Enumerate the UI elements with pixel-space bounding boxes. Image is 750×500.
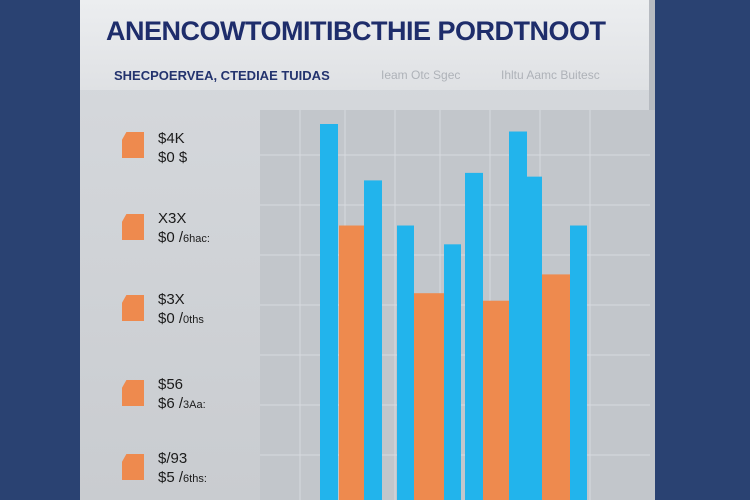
bar-s2-0 [397, 225, 414, 500]
legend-value: $6 / [158, 395, 184, 412]
legend-value: $0 $ [158, 149, 188, 166]
legend-label-bottom: $0 $ [158, 149, 187, 166]
legend-suffix: 3Aa: [183, 399, 206, 411]
subtitle-hint-1: Ieam Otc Sgec [381, 68, 461, 82]
legend-label-top: $/93 [158, 450, 188, 467]
legend-tag-icon [122, 214, 144, 240]
panel-header-band [80, 0, 655, 90]
bar-s2-1 [444, 244, 461, 500]
legend-label-bottom: $6 /3Aa: [158, 395, 206, 412]
legend: $4K $0 $ X3X $0 /6hac: $3X $0 /0ths $56 … [80, 0, 260, 500]
legend-value: $0 / [158, 229, 184, 246]
legend-label-top: $56 [158, 376, 184, 393]
legend-item: $4K $0 $ [122, 130, 262, 180]
legend-item: $3X $0 /0ths [122, 291, 262, 341]
chart-subtitle: SHECPOERVEA, CTEDIAE TUIDAS [114, 68, 330, 83]
legend-label-top: $3X [158, 291, 185, 308]
legend-tag-icon [122, 380, 144, 406]
legend-item: $/93 $5 /6ths: [122, 450, 262, 500]
legend-suffix: 6hac: [183, 233, 210, 245]
bar-s1-2 [483, 300, 511, 500]
bar-s1-0 [339, 225, 368, 500]
legend-label-bottom: $5 /6ths: [158, 469, 207, 486]
legend-suffix: 0ths [183, 314, 204, 326]
legend-tag-icon [122, 454, 144, 480]
legend-tag-icon [122, 295, 144, 321]
bar-s2-3 [570, 225, 587, 500]
legend-label-top: $4K [158, 130, 185, 147]
legend-item: $56 $6 /3Aa: [122, 376, 262, 426]
chart-title: ANENCOWTOMITIBCTHIE PORDTNOOT [106, 16, 606, 46]
legend-item: X3X $0 /6hac: [122, 210, 262, 260]
legend-value: $5 / [158, 469, 184, 486]
bar-s2-2 [527, 176, 542, 500]
bar-s0-0 [320, 124, 338, 500]
legend-label-bottom: $0 /0ths [158, 310, 204, 327]
subtitle-hint-2: Ihltu Aamc Buitesc [501, 68, 600, 82]
bar-s1-1 [414, 293, 444, 500]
legend-label-top: X3X [158, 210, 187, 227]
legend-value: $0 / [158, 310, 184, 327]
legend-label-bottom: $0 /6hac: [158, 229, 210, 246]
legend-suffix: 6ths: [183, 473, 207, 485]
bar-s1-3 [542, 274, 570, 500]
chart-bars [320, 124, 587, 500]
legend-tag-icon [122, 132, 144, 158]
bar-s0-3 [509, 131, 527, 500]
bar-s0-1 [364, 180, 382, 500]
bar-s0-2 [465, 172, 483, 500]
